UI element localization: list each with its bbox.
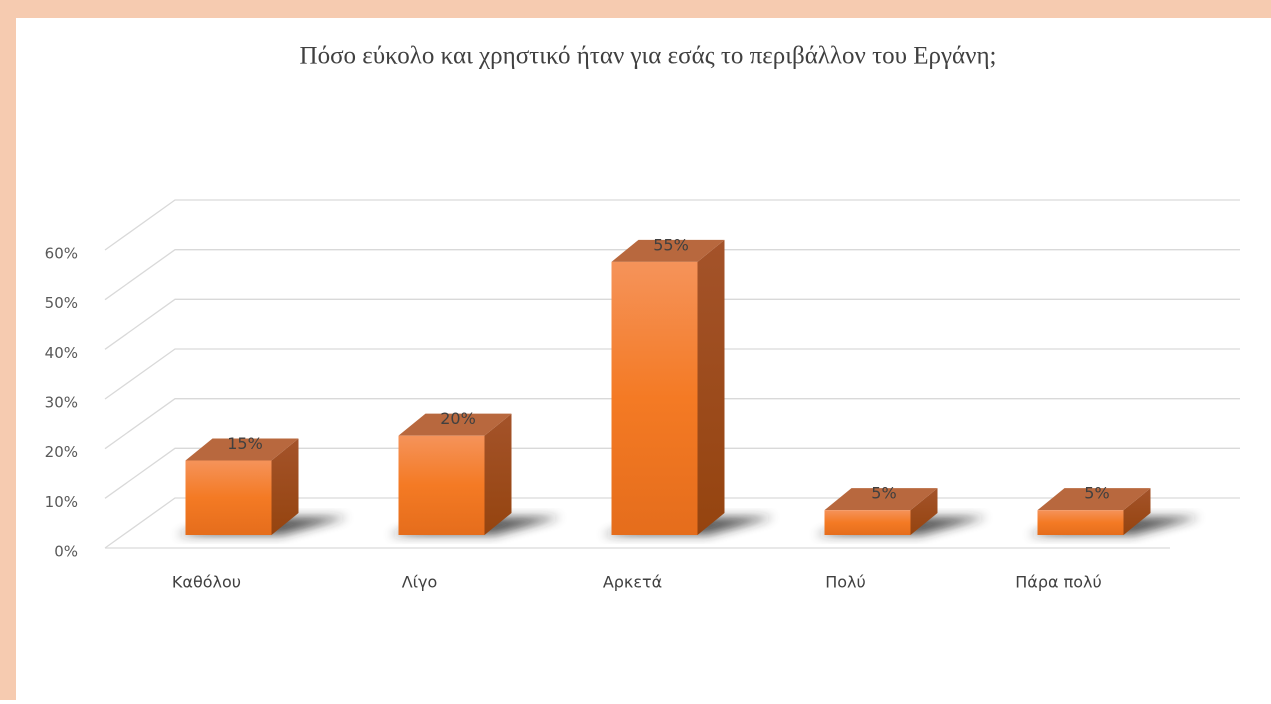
grid-line — [104, 298, 1240, 350]
y-tick-label: 30% — [45, 394, 78, 412]
grid-line — [104, 398, 1240, 450]
bar-top — [611, 239, 725, 262]
bar — [611, 261, 698, 535]
bar-side — [1123, 488, 1151, 535]
bar-side — [484, 413, 512, 535]
x-tick-label: Πολύ — [825, 573, 866, 592]
bar-top — [824, 488, 938, 511]
bar — [824, 510, 911, 535]
bar — [185, 460, 272, 535]
data-label: 5% — [1084, 484, 1109, 503]
bars: 15% Καθόλου 20% Λίγο 55% Αρκετά 5% Πολύ 5% Πάρα π… — [172, 235, 1201, 592]
x-tick-label: Αρκετά — [603, 573, 662, 592]
bar-side — [271, 438, 299, 535]
y-tick-label: 0% — [54, 543, 78, 561]
x-tick-label: Λίγο — [402, 573, 438, 592]
bar-side — [697, 239, 725, 536]
grid-line — [104, 348, 1240, 400]
bar — [398, 435, 485, 535]
y-tick-label: 60% — [45, 245, 78, 263]
grid-line — [104, 249, 1240, 301]
data-label: 15% — [227, 434, 263, 453]
bar-top — [185, 438, 299, 461]
frame-top — [0, 0, 1271, 18]
bar — [1037, 510, 1124, 535]
data-label: 5% — [871, 484, 896, 503]
chart-title: Πόσο εύκολο και χρηστικό ήταν για εσάς τ… — [300, 43, 997, 70]
x-tick-label: Καθόλου — [172, 573, 241, 592]
y-tick-label: 20% — [45, 443, 78, 461]
data-label: 55% — [653, 235, 689, 254]
y-tick-label: 10% — [45, 493, 78, 511]
grid: 0% 10% 20% 30% 40% 50% 60% — [45, 199, 1240, 561]
bar-side — [910, 488, 938, 535]
bar-top — [1037, 488, 1151, 511]
x-tick-label: Πάρα πολύ — [1015, 573, 1102, 592]
frame-left — [0, 0, 16, 700]
grid-line — [104, 447, 1240, 499]
grid-line — [104, 199, 1240, 251]
bar-top — [398, 413, 512, 436]
y-tick-label: 50% — [45, 294, 78, 312]
y-tick-label: 40% — [45, 344, 78, 362]
data-label: 20% — [440, 409, 476, 428]
